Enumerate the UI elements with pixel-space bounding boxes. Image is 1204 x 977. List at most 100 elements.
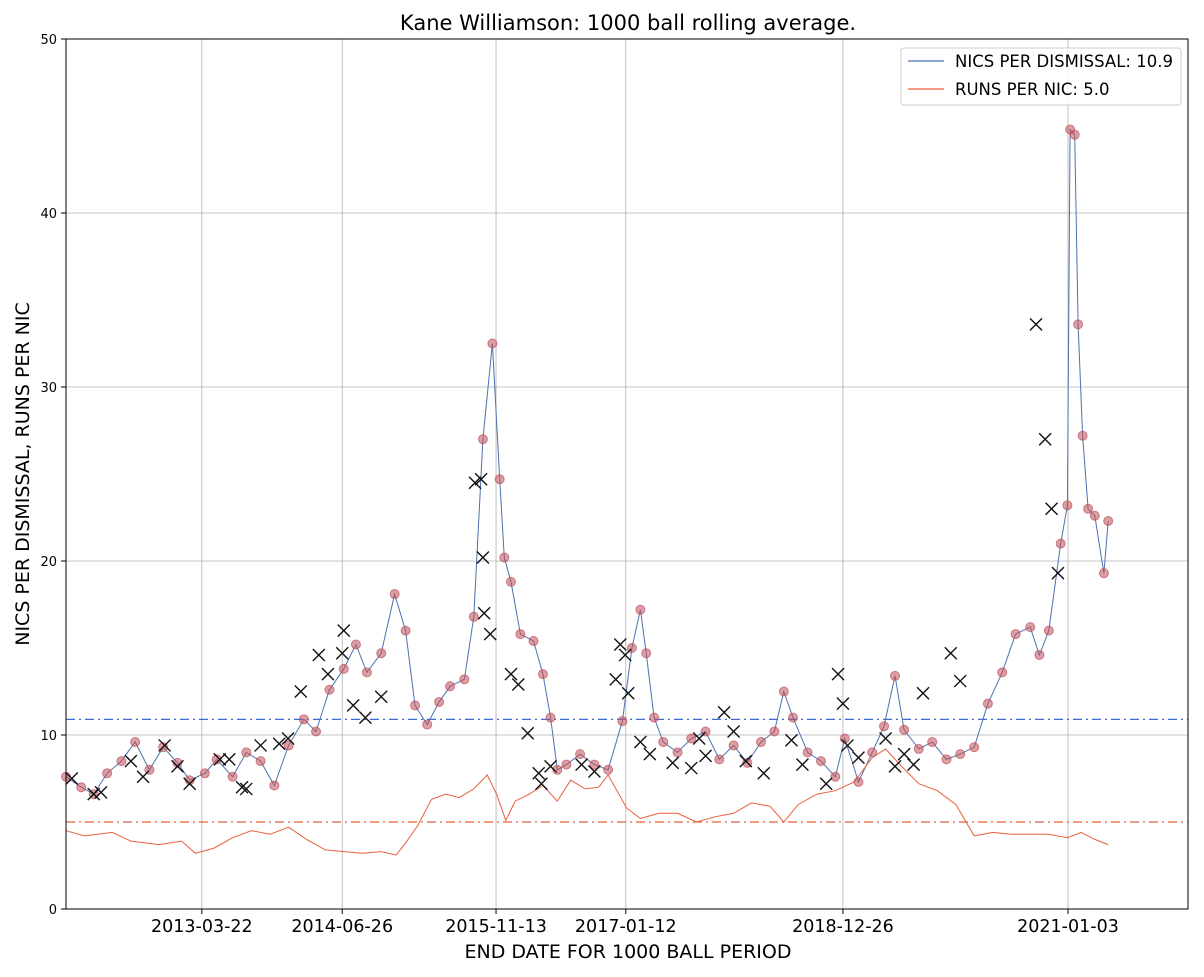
nics-data-point — [802, 747, 813, 758]
dismissal-marker — [476, 551, 490, 565]
nics-data-point — [649, 712, 660, 723]
nics-data-point — [1010, 629, 1021, 640]
nics-data-point — [477, 434, 488, 445]
nics-data-point — [1055, 538, 1066, 549]
nics-data-point — [376, 648, 387, 659]
dismissal-marker — [575, 758, 589, 772]
dismissal-marker — [784, 733, 798, 747]
nics-data-point — [528, 636, 539, 647]
dismissal-marker — [483, 627, 497, 641]
dismissal-marker — [222, 752, 236, 766]
dismissal-marker — [504, 667, 518, 681]
nics-data-point — [890, 670, 901, 681]
nics-data-point — [410, 700, 421, 711]
dismissal-marker — [477, 606, 491, 620]
nics-data-point — [778, 686, 789, 697]
dismissal-marker — [795, 758, 809, 772]
dismissal-marker — [358, 711, 372, 725]
nics-data-point — [853, 776, 864, 787]
nics-data-point — [769, 726, 780, 737]
nics-data-point — [361, 667, 372, 678]
x-axis-ticks: 2013-03-22 2014-06-26 2015-11-13 2017-01-12… — [151, 909, 1119, 937]
dismissal-marker — [684, 761, 698, 775]
nics-data-point — [241, 747, 252, 758]
dismissal-marker — [907, 758, 921, 772]
nics-data-point — [311, 726, 322, 737]
dismissal-marker — [294, 685, 308, 698]
nics-data-point — [714, 754, 725, 765]
dismissal-marker — [534, 777, 548, 791]
nics-data-point — [468, 611, 479, 622]
plot-area-frame — [65, 38, 1189, 910]
nics-data-point — [537, 669, 548, 680]
nics-data-point — [899, 724, 910, 735]
data-markers — [61, 124, 1114, 800]
dismissal-marker — [699, 749, 713, 763]
dismissal-marker — [65, 772, 79, 785]
dismissal-marker — [544, 759, 558, 773]
nics-data-point — [641, 648, 652, 659]
nics-data-point — [102, 768, 113, 779]
dismissal-marker — [916, 686, 930, 700]
dismissal-marker — [312, 648, 326, 662]
nics-data-point — [756, 736, 767, 747]
y-axis-title: NICS PER DISMISSAL, RUNS PER NIC — [12, 302, 34, 646]
nics-data-point — [561, 759, 572, 770]
dismissal-marker — [819, 777, 833, 791]
nics-data-point — [787, 712, 798, 723]
nics-data-point — [658, 736, 669, 747]
nics-data-point — [1062, 500, 1073, 511]
dismissal-marker — [621, 686, 635, 700]
y-tick-label: 20 — [40, 555, 57, 570]
dismissal-marker — [521, 726, 535, 740]
dismissal-marker — [888, 759, 902, 773]
nics-data-point — [199, 768, 210, 779]
nics-data-point — [867, 747, 878, 758]
dismissal-marker — [953, 674, 967, 688]
nics-data-point — [941, 754, 952, 765]
nics-data-point — [617, 716, 628, 727]
dismissal-marker — [1029, 317, 1043, 331]
dismissal-marker — [944, 646, 958, 660]
nics-data-point — [955, 749, 966, 760]
x-tick-label: 2013-03-22 — [151, 917, 253, 937]
nics-data-point — [1098, 568, 1109, 579]
dismissal-marker — [609, 672, 623, 686]
nics-data-point — [184, 775, 195, 786]
dismissal-marker — [1051, 566, 1065, 580]
dismissal-marker — [613, 638, 627, 652]
dismissal-marker — [281, 731, 295, 745]
dismissal-marker — [235, 780, 249, 794]
nics-data-point — [76, 782, 87, 793]
dismissal-marker — [213, 752, 227, 766]
dismissal-marker — [643, 747, 657, 761]
dismissal-marker — [633, 735, 647, 749]
nics-data-point — [324, 684, 335, 695]
dismissal-marker — [337, 624, 351, 638]
nics-data-point — [728, 740, 739, 751]
nics-data-point — [545, 712, 556, 723]
x-tick-label: 2017-01-12 — [575, 917, 677, 937]
nics-data-point — [1103, 515, 1114, 526]
nics-data-point — [686, 733, 697, 744]
x-tick-label: 2018-12-26 — [792, 917, 894, 937]
nics-data-point — [400, 625, 411, 636]
nics-data-point — [839, 733, 850, 744]
legend-label-nics: NICS PER DISMISSAL: 10.9 — [955, 52, 1173, 71]
nics-data-point — [1077, 430, 1088, 441]
dismissal-marker — [136, 770, 150, 784]
legend-box — [900, 47, 1182, 106]
nics-data-point — [1069, 129, 1080, 140]
y-axis-ticks: 0 10 20 30 40 50 — [40, 33, 66, 918]
dismissal-marker — [757, 766, 771, 780]
nics-data-point — [997, 667, 1008, 678]
nics-data-point — [422, 719, 433, 730]
dismissal-markers — [65, 317, 1065, 801]
nics-data-point — [255, 756, 266, 767]
dismissal-marker — [587, 765, 601, 779]
dismissal-marker — [87, 787, 101, 801]
nics-per-dismissal-line — [65, 128, 1109, 795]
nics-data-point — [116, 756, 127, 767]
nics-data-point — [1025, 622, 1036, 633]
